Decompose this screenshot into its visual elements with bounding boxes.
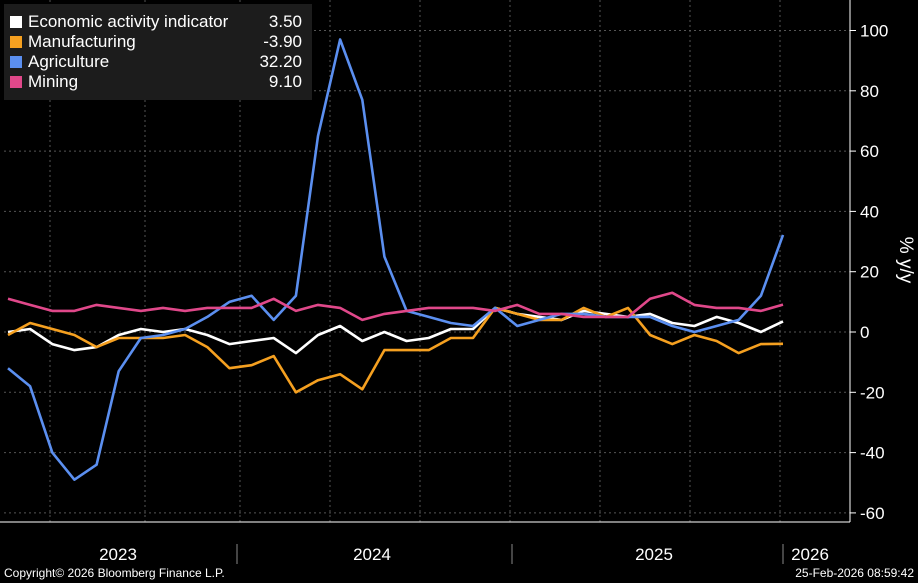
x-year-label: 2026 — [791, 545, 829, 564]
legend-entry-agriculture: Agriculture 32.20 — [10, 52, 306, 72]
series-line-economic-activity-indicator — [7, 306, 784, 355]
legend-swatch — [10, 36, 22, 48]
y-tick-label: 60 — [860, 142, 879, 161]
legend-label: Manufacturing — [28, 32, 136, 51]
legend-entry-economic-activity-indicator: Economic activity indicator 3.50 — [10, 12, 306, 32]
y-tick-label: -60 — [860, 504, 885, 523]
legend: Economic activity indicator 3.50 Manufactu… — [4, 4, 312, 100]
legend-value: -3.90 — [263, 32, 302, 51]
legend-value: 9.10 — [268, 72, 302, 91]
legend-label: Economic activity indicator — [28, 12, 229, 31]
y-axis: -60 -40 -20 0 20 40 60 80 100 — [849, 0, 888, 523]
y-tick-label: -40 — [860, 444, 885, 463]
series-line-manufacturing — [7, 306, 784, 394]
copyright-text: Copyright© 2026 Bloomberg Finance L.P. — [4, 566, 225, 580]
series-line-mining — [7, 291, 784, 322]
legend-entry-mining: Mining 9.10 — [10, 72, 306, 92]
legend-value: 32.20 — [259, 52, 302, 71]
legend-swatch — [10, 16, 22, 28]
x-axis: 2023 2024 2025 2026 — [0, 521, 850, 564]
y-tick-label: 80 — [860, 82, 879, 101]
series-line-agriculture — [7, 38, 785, 482]
y-tick-label: 100 — [860, 22, 888, 41]
legend-value: 3.50 — [268, 12, 302, 31]
y-tick-label: 0 — [860, 323, 869, 342]
x-year-label: 2024 — [353, 545, 391, 564]
series-lines — [7, 38, 785, 482]
y-tick-label: 20 — [860, 263, 879, 282]
x-year-label: 2023 — [99, 545, 137, 564]
y-tick-label: 40 — [860, 202, 879, 221]
y-axis-label: % y/y — [895, 237, 916, 284]
x-year-label: 2025 — [635, 545, 673, 564]
legend-label: Agriculture — [28, 52, 110, 71]
legend-swatch — [10, 76, 22, 88]
legend-swatch — [10, 56, 22, 68]
y-tick-label: -20 — [860, 383, 885, 402]
legend-entry-manufacturing: Manufacturing -3.90 — [10, 32, 306, 52]
timestamp-text: 25-Feb-2026 08:59:42 — [795, 566, 914, 580]
legend-label: Mining — [28, 72, 79, 91]
